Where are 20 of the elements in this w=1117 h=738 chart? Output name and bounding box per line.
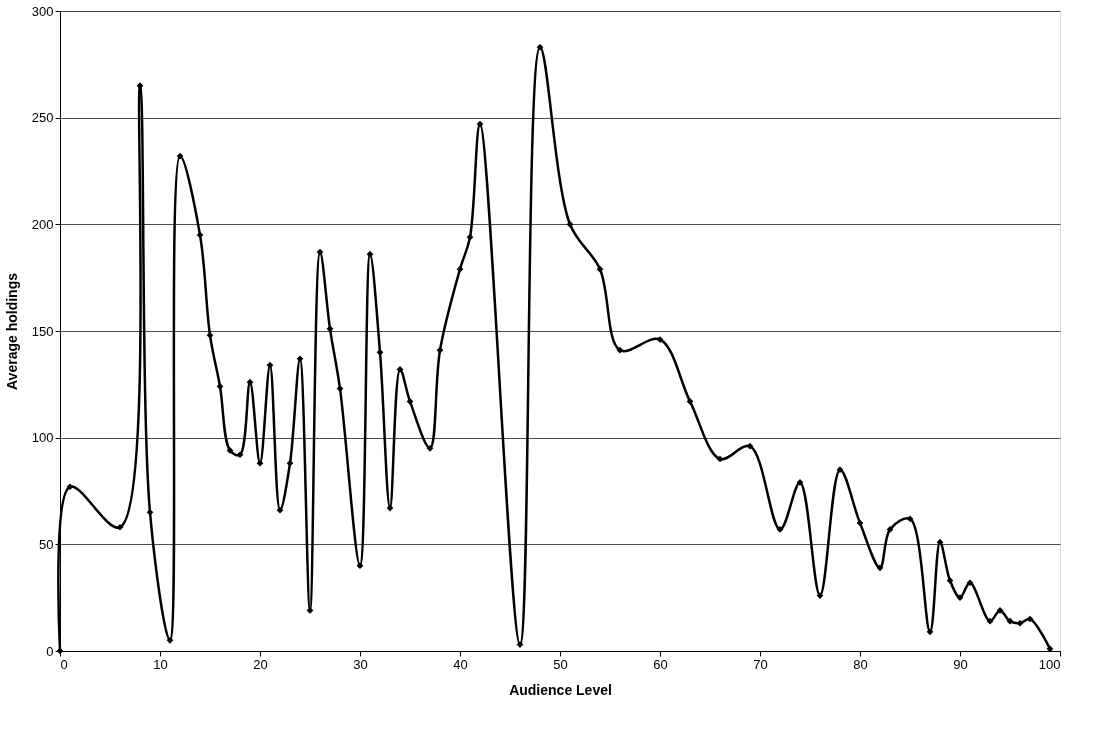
x-tick-label: 90 (953, 656, 968, 672)
x-tick-label: 40 (453, 656, 468, 672)
x-tick-label: 80 (853, 656, 868, 672)
x-tick-label: 70 (753, 656, 768, 672)
x-tick-label: 10 (153, 656, 168, 672)
x-tick-label: 60 (653, 656, 668, 672)
x-tick-label: 20 (253, 656, 268, 672)
x-axis-title: Audience Level (509, 681, 612, 698)
y-tick-label: 300 (31, 3, 54, 19)
x-tick-label: 0 (60, 656, 68, 672)
y-axis-title: Average holdings (3, 272, 20, 390)
x-tick-label: 50 (553, 656, 568, 672)
y-tick-label: 0 (46, 643, 54, 659)
x-tick-label: 100 (1038, 656, 1061, 672)
y-tick-label: 150 (31, 323, 54, 339)
y-tick-label: 100 (31, 430, 54, 446)
y-tick-label: 250 (31, 110, 54, 126)
y-tick-label: 200 (31, 216, 54, 232)
y-tick-label: 50 (39, 536, 54, 552)
x-tick-label: 30 (353, 656, 368, 672)
